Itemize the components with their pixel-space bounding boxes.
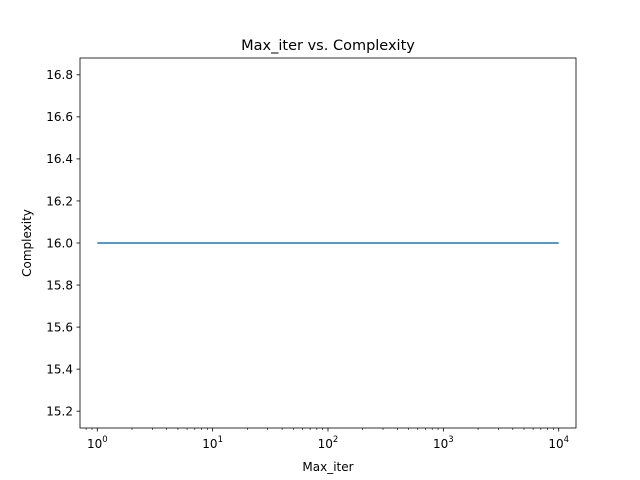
y-tick-label: 15.6 — [46, 320, 73, 334]
y-tick-label: 16.8 — [46, 68, 73, 82]
x-tick-label: 102 — [318, 435, 339, 451]
y-tick-label: 16.2 — [46, 194, 73, 208]
x-tick-label: 101 — [202, 435, 223, 451]
y-tick-label: 15.8 — [46, 278, 73, 292]
y-tick-label: 16.6 — [46, 110, 73, 124]
x-tick-label: 103 — [433, 435, 454, 451]
y-tick-label: 15.2 — [46, 404, 73, 418]
x-axis: 100 101 102 103 104 — [85, 428, 569, 451]
x-tick-label: 104 — [548, 435, 569, 451]
x-tick-label: 100 — [87, 435, 108, 451]
y-tick-label: 15.4 — [46, 362, 73, 376]
y-axis: 15.2 15.4 15.6 15.8 16.0 16.2 16.4 16.6 16.8 — [46, 68, 80, 418]
chart-title: Max_iter vs. Complexity — [241, 38, 415, 54]
y-tick-label: 16.0 — [46, 236, 73, 250]
x-axis-label: Max_iter — [302, 460, 353, 474]
y-axis-label: Complexity — [20, 209, 34, 277]
y-tick-label: 16.4 — [46, 152, 73, 166]
